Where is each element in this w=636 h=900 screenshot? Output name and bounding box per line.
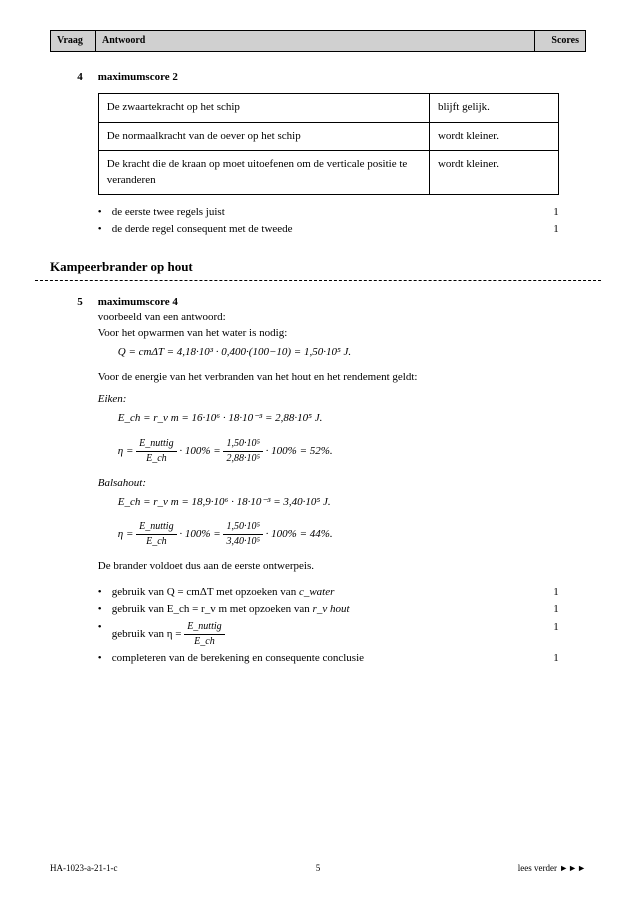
bullet-score: 1 <box>534 585 559 600</box>
bullet-text: gebruik van Q = cmΔT met opzoeken van c_… <box>112 585 534 600</box>
table-cell: De kracht die de kraan op moet uitoefene… <box>98 151 429 195</box>
footer-right: lees verder ►►► <box>518 862 586 875</box>
bullet-text: gebruik van η = E_nuttigE_ch <box>112 620 534 649</box>
bullet-text: de eerste twee regels juist <box>112 205 534 220</box>
table-row: De normaalkracht van de oever op het sch… <box>98 122 558 150</box>
q4-maxscore: maximumscore 2 <box>98 70 559 85</box>
bullet-score: 1 <box>534 651 559 666</box>
bullet-score: 1 <box>534 222 559 237</box>
table-cell: De normaalkracht van de oever op het sch… <box>98 122 429 150</box>
q5-intro2: Voor het opwarmen van het water is nodig… <box>98 326 559 341</box>
q5-intro1: voorbeeld van een antwoord: <box>98 310 559 325</box>
table-row: De zwaartekracht op het schip blijft gel… <box>98 94 558 122</box>
q4-number: 4 <box>65 70 95 85</box>
bullet-item: • de derde regel consequent met de tweed… <box>98 222 559 237</box>
footer-pagenum: 5 <box>316 862 321 875</box>
q5-eiken-label: Eiken: <box>98 392 559 407</box>
q5-number: 5 <box>65 295 95 310</box>
header-antwoord: Antwoord <box>96 31 535 51</box>
q5-bullets: • gebruik van Q = cmΔT met opzoeken van … <box>98 585 559 666</box>
table-cell: blijft gelijk. <box>429 94 558 122</box>
bullet-text: gebruik van E_ch = r_v m met opzoeken va… <box>112 602 534 617</box>
bullet-item: • gebruik van Q = cmΔT met opzoeken van … <box>98 585 559 600</box>
q5-balsa-label: Balsahout: <box>98 476 559 491</box>
bullet-item: • gebruik van E_ch = r_v m met opzoeken … <box>98 602 559 617</box>
q5-para2: Voor de energie van het verbranden van h… <box>98 370 559 385</box>
bullet-item: • completeren van de berekening en conse… <box>98 651 559 666</box>
q5-eq2a: E_ch = r_v m = 16·10⁶ · 18·10⁻³ = 2,88·1… <box>118 411 559 426</box>
bullet-item: • gebruik van η = E_nuttigE_ch 1 <box>98 620 559 649</box>
q4-bullets: • de eerste twee regels juist 1 • de der… <box>98 205 559 238</box>
q5-conclusion: De brander voldoet dus aan de eerste ont… <box>98 559 559 574</box>
bullet-text: completeren van de berekening en consequ… <box>112 651 534 666</box>
q5-eq3b: η = E_nuttigE_ch · 100% = 1,50·10⁵3,40·1… <box>118 520 559 549</box>
footer-left: HA-1023-a-21-1-c <box>50 862 117 875</box>
q5-eq3a: E_ch = r_v m = 18,9·10⁶ · 18·10⁻³ = 3,40… <box>118 495 559 510</box>
q5-eq1: Q = cmΔT = 4,18·10³ · 0,400·(100−10) = 1… <box>118 345 559 360</box>
table-cell: De zwaartekracht op het schip <box>98 94 429 122</box>
column-header-row: Vraag Antwoord Scores <box>50 30 586 52</box>
bullet-text: de derde regel consequent met de tweede <box>112 222 534 237</box>
bullet-score: 1 <box>534 602 559 617</box>
bullet-item: • de eerste twee regels juist 1 <box>98 205 559 220</box>
table-row: De kracht die de kraan op moet uitoefene… <box>98 151 558 195</box>
section-divider <box>35 280 601 281</box>
header-vraag: Vraag <box>51 31 96 51</box>
question-5: 5 maximumscore 4 voorbeeld van een antwo… <box>50 295 586 668</box>
q5-eq2b: η = E_nuttigE_ch · 100% = 1,50·10⁵2,88·1… <box>118 437 559 466</box>
header-scores: Scores <box>535 31 585 51</box>
question-4: 4 maximumscore 2 De zwaartekracht op het… <box>50 70 586 240</box>
q4-table: De zwaartekracht op het schip blijft gel… <box>98 93 559 195</box>
table-cell: wordt kleiner. <box>429 151 558 195</box>
section-title: Kampeerbrander op hout <box>50 258 586 276</box>
bullet-score: 1 <box>534 620 559 649</box>
bullet-score: 1 <box>534 205 559 220</box>
q5-maxscore: maximumscore 4 <box>98 295 559 310</box>
table-cell: wordt kleiner. <box>429 122 558 150</box>
page-footer: HA-1023-a-21-1-c 5 lees verder ►►► <box>50 862 586 875</box>
